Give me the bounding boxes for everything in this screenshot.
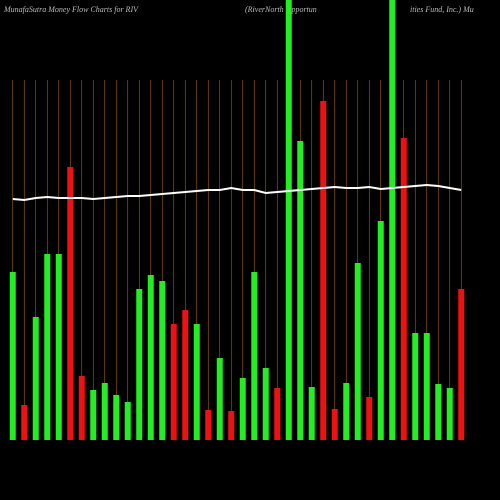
bar — [412, 333, 419, 440]
bar — [9, 272, 16, 440]
bar — [44, 254, 51, 440]
bar — [458, 289, 465, 440]
bar — [354, 263, 361, 440]
bar — [193, 324, 200, 440]
bar — [170, 324, 177, 440]
bar — [389, 0, 396, 440]
money-flow-line — [12, 183, 462, 202]
bar — [262, 368, 269, 440]
bar — [90, 390, 97, 440]
bar — [251, 272, 258, 440]
bar — [400, 138, 407, 440]
bar — [159, 281, 166, 440]
bar — [423, 333, 430, 440]
bar — [124, 402, 131, 440]
title-part: MunafaSutra Money Flow Charts for RIV — [3, 5, 139, 14]
title-part: ities Fund, Inc.) Mu — [410, 5, 474, 14]
bar — [274, 388, 281, 440]
bar — [366, 397, 373, 440]
bar — [343, 383, 350, 440]
bar — [285, 0, 292, 440]
bar — [32, 317, 39, 440]
bar — [101, 383, 108, 440]
bar — [182, 310, 189, 440]
bar — [320, 101, 327, 440]
bar — [147, 275, 154, 440]
bar — [205, 410, 212, 440]
bar — [297, 141, 304, 440]
bar — [228, 411, 235, 440]
bar — [136, 289, 143, 440]
title-part: (RiverNorth Opportun — [245, 5, 317, 14]
bar — [113, 395, 120, 440]
bar — [331, 409, 338, 440]
bar — [78, 376, 85, 440]
bar — [216, 358, 223, 440]
bar — [55, 254, 62, 440]
bar — [377, 221, 384, 440]
bar — [67, 167, 74, 440]
bar — [21, 405, 28, 440]
bar — [435, 384, 442, 440]
bar — [239, 378, 246, 440]
bar — [446, 388, 453, 440]
bar — [308, 387, 315, 440]
